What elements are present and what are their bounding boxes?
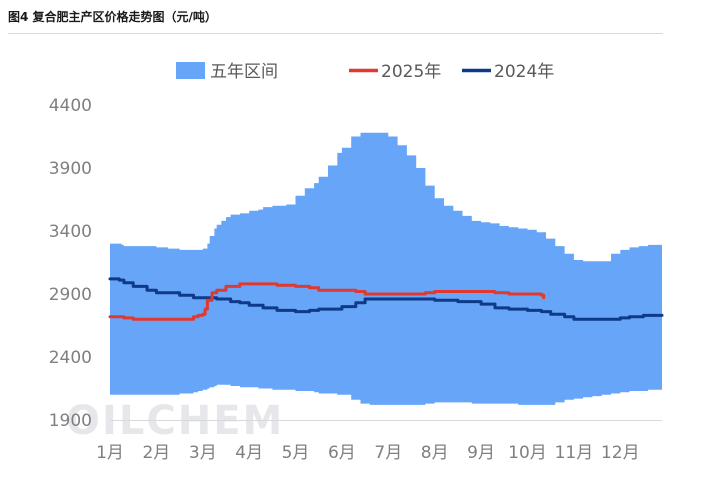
legend-label-2025: 2025年 bbox=[381, 62, 441, 82]
x-tick-label: 12月 bbox=[601, 443, 640, 463]
x-tick-label: 7月 bbox=[374, 443, 402, 463]
title-divider bbox=[8, 33, 663, 34]
y-tick-label: 3900 bbox=[49, 159, 92, 179]
x-tick-label: 5月 bbox=[282, 443, 310, 463]
figure-title: 图4 复合肥主产区价格走势图（元/吨） bbox=[8, 10, 217, 24]
y-tick-label: 2900 bbox=[49, 285, 92, 305]
x-tick-label: 8月 bbox=[421, 443, 449, 463]
legend-swatch-band bbox=[176, 62, 205, 79]
band-area bbox=[110, 132, 662, 405]
x-tick-labels: 1月 2月 3月 4月 5月 6月 7月 8月 9月 10月 11月 12月 bbox=[96, 443, 640, 463]
y-tick-label: 1900 bbox=[49, 411, 92, 431]
y-tick-label: 3400 bbox=[49, 222, 92, 242]
x-tick-label: 10月 bbox=[508, 443, 547, 463]
y-tick-label: 4400 bbox=[49, 96, 92, 116]
x-tick-label: 9月 bbox=[467, 443, 495, 463]
x-tick-label: 11月 bbox=[555, 443, 594, 463]
legend-label-2024: 2024年 bbox=[494, 62, 554, 82]
series-line-2025 bbox=[108, 282, 546, 321]
series-line-2024 bbox=[108, 277, 664, 321]
y-tick-label: 2400 bbox=[49, 348, 92, 368]
x-tick-label: 3月 bbox=[189, 443, 217, 463]
legend-label-band: 五年区间 bbox=[210, 62, 278, 82]
y-axis: 1900 2400 2900 3400 3900 4400 bbox=[49, 96, 92, 431]
x-tick-label: 2月 bbox=[142, 443, 170, 463]
x-tick-label: 1月 bbox=[96, 443, 124, 463]
x-tick-label: 4月 bbox=[235, 443, 263, 463]
series-lines bbox=[108, 277, 664, 321]
band-layer bbox=[110, 132, 662, 405]
x-tick-label: 6月 bbox=[328, 443, 356, 463]
legend: 五年区间 2025年 2024年 bbox=[176, 62, 554, 82]
